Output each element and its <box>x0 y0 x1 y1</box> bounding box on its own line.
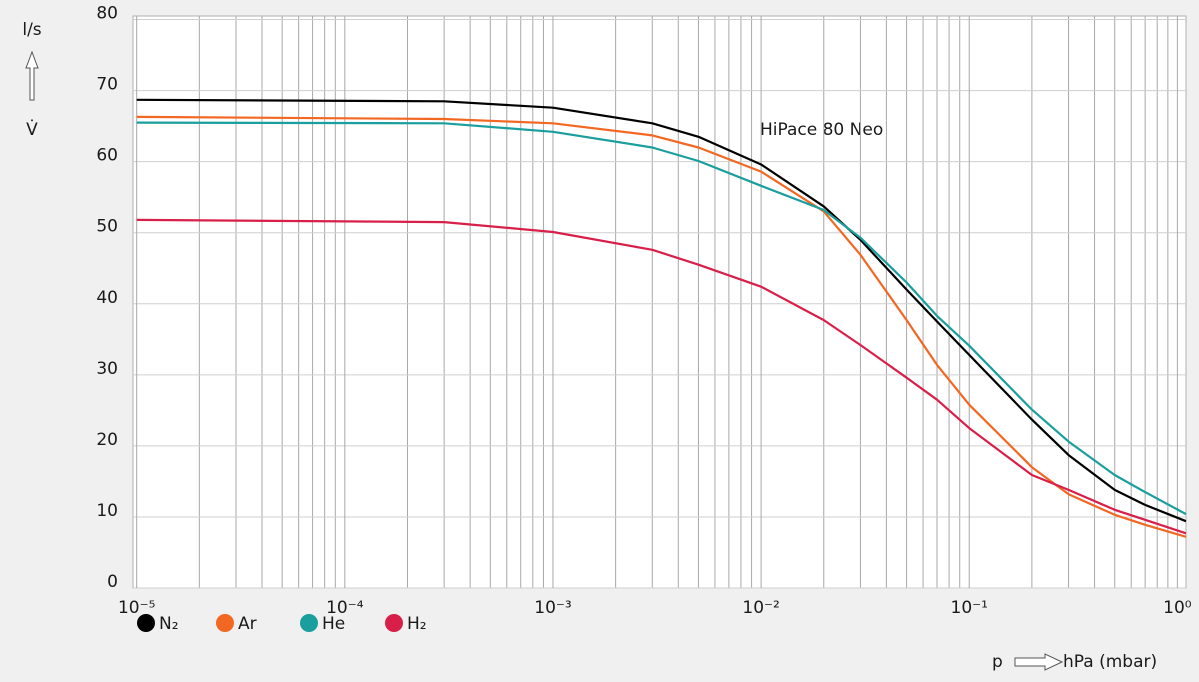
y-tick-label: 50 <box>96 217 118 237</box>
x-tick-label: 10⁰ <box>1163 598 1192 618</box>
y-tick-label: 60 <box>96 146 118 166</box>
series-line <box>136 98 1187 523</box>
y-tick-label: 40 <box>96 288 118 308</box>
legend-swatch <box>385 614 403 632</box>
legend-label: H₂ <box>407 614 427 634</box>
legend-label: Ar <box>238 614 257 634</box>
x-tick-label: 10⁻³ <box>534 598 571 618</box>
legend-label: N₂ <box>159 614 179 634</box>
x-unit: hPa (mbar) <box>1063 652 1157 672</box>
x-label: p <box>992 652 1003 672</box>
series-line <box>136 121 1187 516</box>
y-tick-label: 70 <box>96 75 118 95</box>
y-tick-label: 30 <box>96 359 118 379</box>
y-arrow <box>25 50 39 101</box>
x-tick-label: 10⁻¹ <box>951 598 988 618</box>
x-tick-label: 10⁻⁵ <box>118 598 155 618</box>
y-tick-label: 0 <box>107 572 118 592</box>
y-tick-label: 20 <box>96 430 118 450</box>
annotation: HiPace 80 Neo <box>760 120 883 140</box>
series-line <box>136 218 1187 535</box>
legend-label: He <box>322 614 345 634</box>
y-label: V̇ <box>26 119 38 140</box>
legend-swatch <box>137 614 155 632</box>
plot-area <box>132 15 1187 589</box>
legend-swatch <box>300 614 318 632</box>
x-arrow <box>1014 653 1064 671</box>
series-line <box>136 115 1187 538</box>
x-tick-label: 10⁻² <box>742 598 779 618</box>
y-tick-label: 80 <box>96 4 118 24</box>
x-tick-label: 10⁻⁴ <box>326 598 364 618</box>
legend-swatch <box>216 614 234 632</box>
y-tick-label: 10 <box>96 501 118 521</box>
y-unit: l/s <box>22 20 41 40</box>
